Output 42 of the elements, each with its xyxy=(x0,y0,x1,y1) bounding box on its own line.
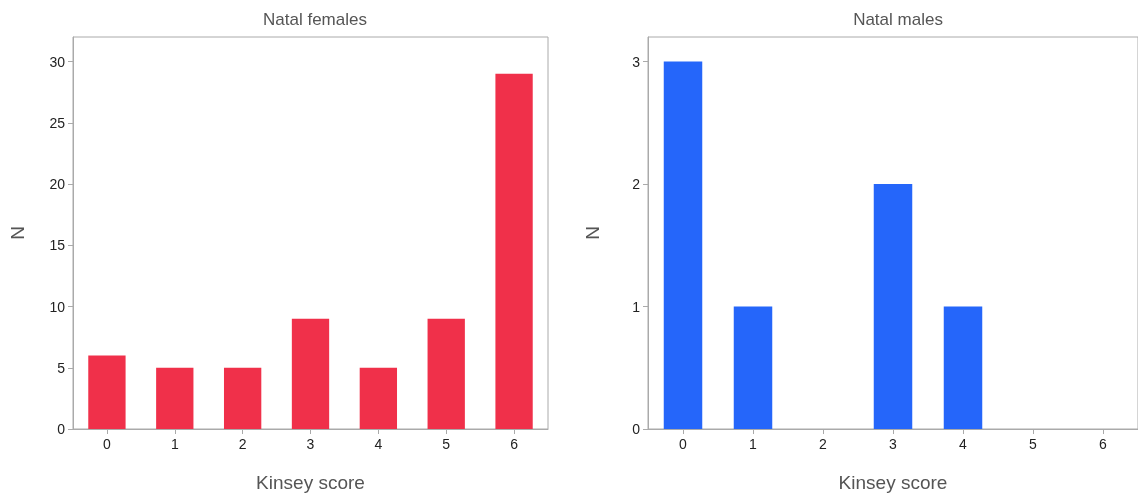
y-tick-label: 0 xyxy=(632,421,641,437)
bar xyxy=(873,184,913,429)
y-tick-label: 1 xyxy=(632,298,641,315)
x-tick-label: 2 xyxy=(819,436,828,452)
bar xyxy=(427,318,465,429)
y-tick-label: 2 xyxy=(632,176,641,192)
x-tick-label: 4 xyxy=(959,436,968,452)
bar xyxy=(733,306,773,429)
bar xyxy=(223,367,262,429)
x-axis-title: Kinsey score xyxy=(256,472,365,493)
y-tick-label: 0 xyxy=(57,421,66,437)
x-tick-label: 3 xyxy=(889,436,898,452)
chart-title: Natal females xyxy=(263,10,367,29)
x-tick-label: 2 xyxy=(238,436,247,452)
bar xyxy=(88,355,126,429)
y-tick-label: 25 xyxy=(49,114,66,131)
y-axis-title: N xyxy=(7,226,28,240)
x-tick-label: 3 xyxy=(306,436,315,452)
y-tick-label: 10 xyxy=(49,298,66,315)
bar xyxy=(359,367,398,429)
bar xyxy=(943,306,983,429)
x-tick-label: 0 xyxy=(103,436,112,452)
x-tick-label: 5 xyxy=(442,436,451,452)
x-tick-label: 0 xyxy=(679,436,688,452)
bar xyxy=(663,61,703,429)
y-axis-title: N xyxy=(582,226,603,240)
y-tick-label: 3 xyxy=(632,53,641,70)
x-tick-label: 5 xyxy=(1029,436,1038,452)
y-tick-label: 5 xyxy=(57,359,66,376)
x-tick-label: 6 xyxy=(510,436,519,452)
x-tick-label: 1 xyxy=(749,436,758,452)
x-tick-label: 6 xyxy=(1099,436,1108,452)
y-tick-label: 30 xyxy=(49,53,66,70)
bar xyxy=(291,318,330,429)
x-tick-label: 4 xyxy=(374,436,383,452)
bar xyxy=(495,73,533,429)
y-tick-label: 20 xyxy=(49,176,66,192)
x-axis-title: Kinsey score xyxy=(838,472,948,493)
bar xyxy=(156,367,194,429)
chart-title: Natal males xyxy=(853,10,943,29)
x-tick-label: 1 xyxy=(170,436,179,452)
y-tick-label: 15 xyxy=(49,237,66,254)
